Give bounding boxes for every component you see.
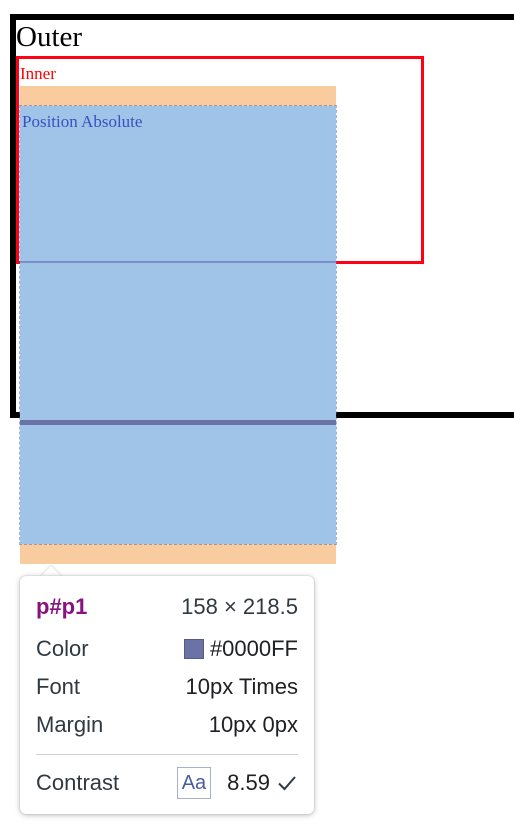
color-value: #0000FF xyxy=(183,636,298,662)
highlight-content-area[interactable] xyxy=(19,105,337,545)
tooltip-row-font: Font 10px Times xyxy=(36,672,298,702)
outer-box-bottom-border xyxy=(20,420,336,425)
tooltip-row-contrast: Contrast Aa 8.59 xyxy=(36,767,298,799)
position-absolute-label: Position Absolute xyxy=(22,112,143,131)
element-selector: p#p1 xyxy=(36,594,88,619)
color-value-text: #0000FF xyxy=(209,636,298,661)
contrast-value: Aa 8.59 xyxy=(176,767,298,799)
tooltip-row-color: Color #0000FF xyxy=(36,634,298,664)
tooltip-divider xyxy=(36,754,298,755)
font-value: 10px Times xyxy=(185,674,299,699)
color-label: Color xyxy=(36,636,89,661)
tooltip-arrow xyxy=(40,566,62,577)
font-label: Font xyxy=(36,674,81,699)
margin-value: 10px 0px xyxy=(208,712,298,737)
tooltip-header: p#p1 158 × 218.5 xyxy=(36,592,298,622)
margin-label: Margin xyxy=(36,712,104,737)
contrast-ratio: 8.59 xyxy=(227,770,270,795)
inspect-tooltip: p#p1 158 × 218.5 Color #0000FF Font 10px… xyxy=(20,576,314,814)
contrast-sample: Aa xyxy=(176,767,212,799)
outer-label: Outer xyxy=(16,21,83,53)
check-icon xyxy=(278,776,296,791)
highlight-guide-line xyxy=(20,261,336,263)
inner-label: Inner xyxy=(20,64,56,83)
color-swatch xyxy=(183,639,204,659)
element-dimensions: 158 × 218.5 xyxy=(181,594,298,619)
contrast-label: Contrast xyxy=(36,770,120,795)
tooltip-row-margin: Margin 10px 0px xyxy=(36,710,298,740)
